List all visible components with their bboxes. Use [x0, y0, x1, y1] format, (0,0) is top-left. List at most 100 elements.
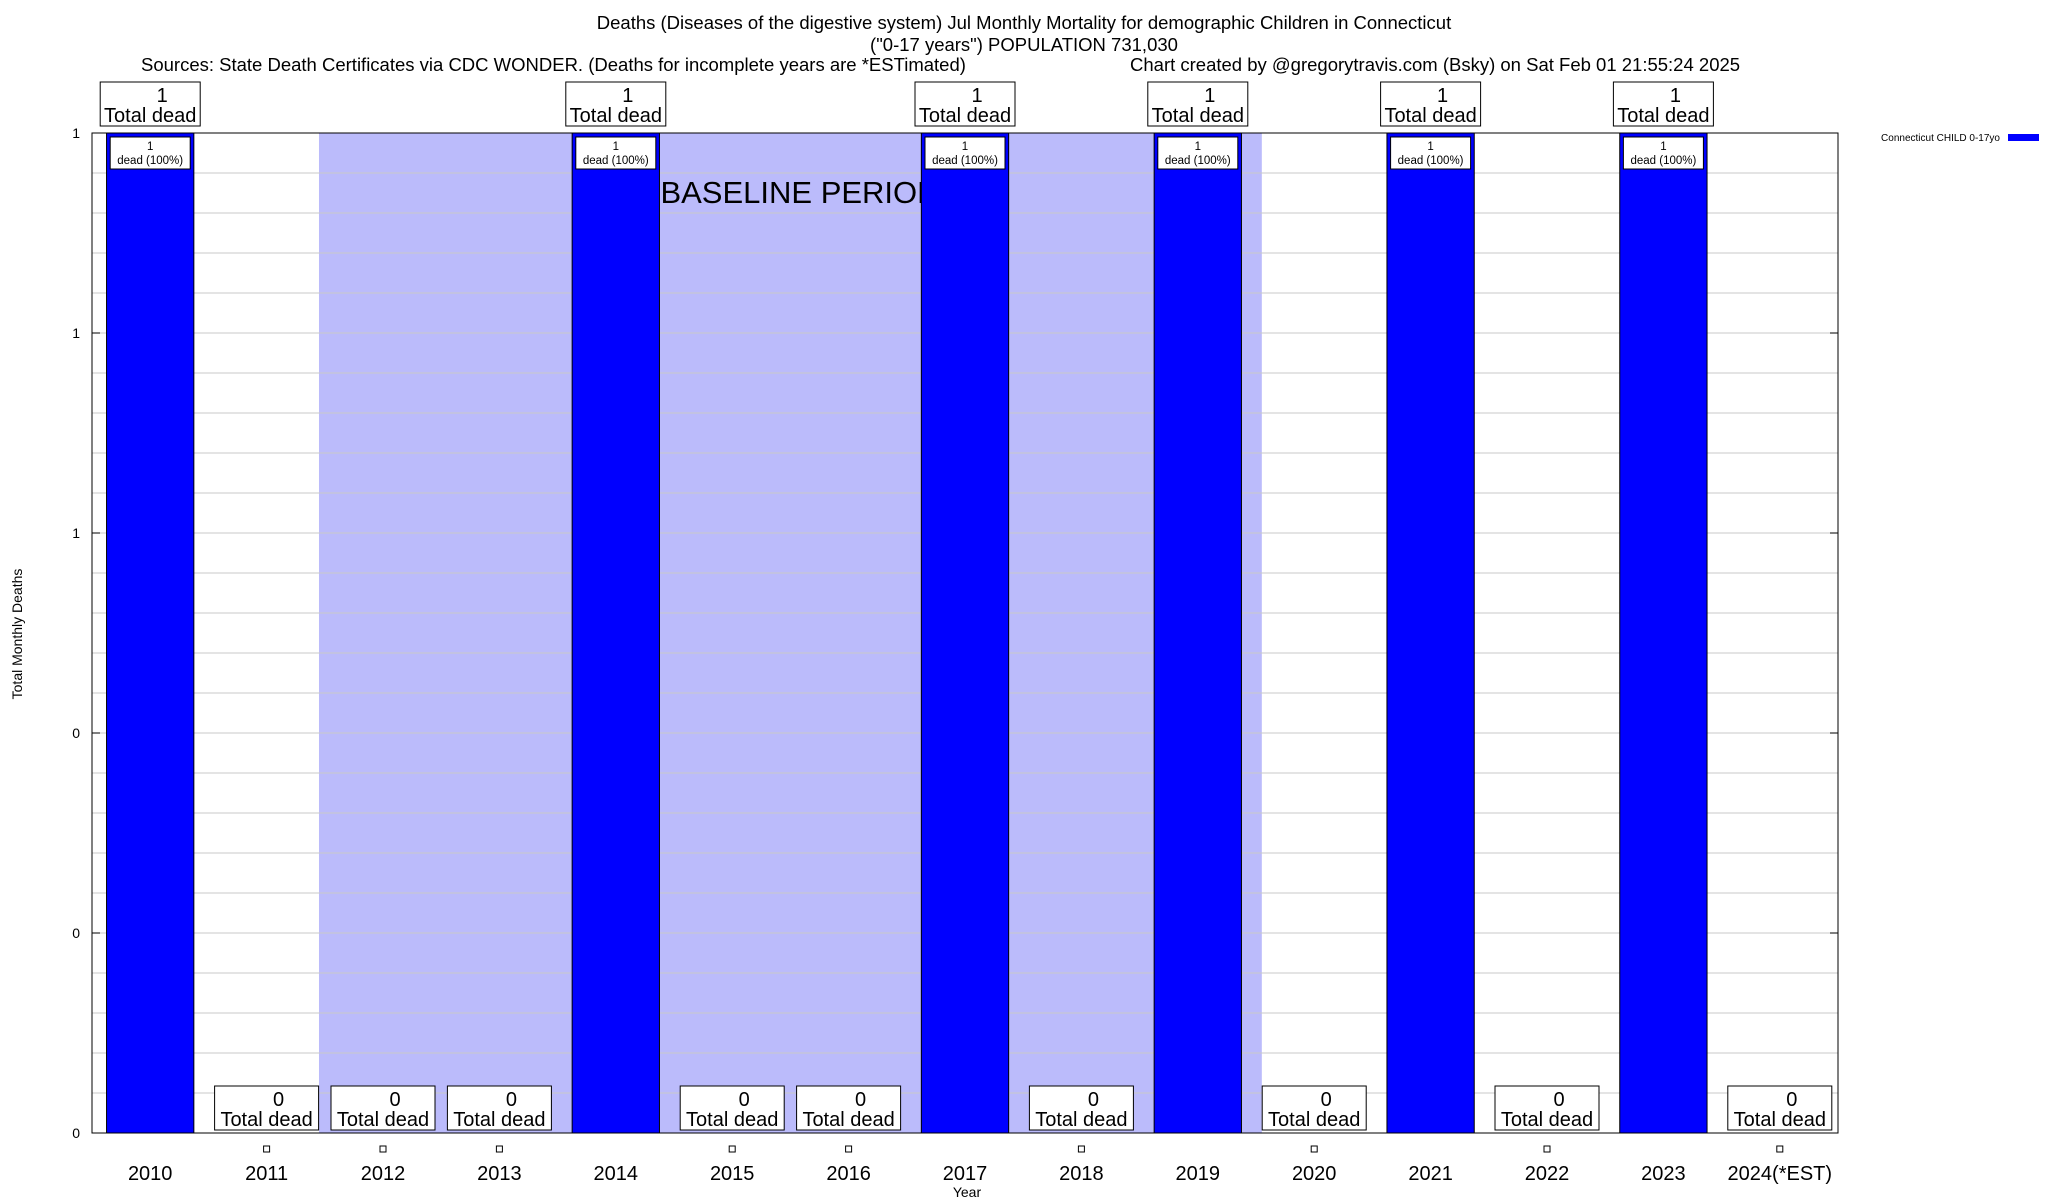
zero-point-marker [845, 1145, 853, 1153]
total-value-label: 0 [389, 1089, 400, 1111]
zero-point-marker [728, 1145, 736, 1153]
total-box [99, 81, 201, 127]
total-caption-label: Total dead [1268, 1109, 1360, 1131]
total-box [1727, 1085, 1833, 1131]
total-value-label: 0 [739, 1089, 750, 1111]
x-tick-label: 2010 [128, 1163, 173, 1185]
total-box [1028, 1085, 1134, 1131]
total-value-label: 0 [506, 1089, 517, 1111]
x-tick-label: 2012 [361, 1163, 406, 1185]
chart-credit: Chart created by @gregorytravis.com (Bsk… [1130, 54, 1741, 75]
bar-caption-label: dead (100%) [583, 155, 649, 167]
total-caption-label: Total dead [1384, 105, 1476, 127]
bar [1619, 132, 1708, 1134]
bar-label-box [1157, 136, 1239, 170]
total-value-label: 1 [1204, 85, 1215, 107]
x-tick-label: 2016 [826, 1163, 871, 1185]
y-tick-label: 1 [72, 525, 80, 541]
total-box [1494, 1085, 1600, 1131]
x-tick-label: 2021 [1408, 1163, 1453, 1185]
bar-caption-label: dead (100%) [1165, 155, 1231, 167]
bar-label-box [1390, 136, 1472, 170]
chart-title-line1: Deaths (Diseases of the digestive system… [596, 12, 1452, 33]
y-tick-label: 1 [72, 325, 80, 341]
total-caption-label: Total dead [1734, 1109, 1826, 1131]
total-caption-label: Total dead [1617, 105, 1709, 127]
total-value-label: 1 [622, 85, 633, 107]
zero-point-marker [495, 1145, 503, 1153]
x-tick-label: 2019 [1176, 1163, 1221, 1185]
total-caption-label: Total dead [802, 1109, 894, 1131]
total-box [1380, 81, 1482, 127]
bar-caption-label: dead (100%) [117, 155, 183, 167]
plot-frame [91, 132, 1839, 1134]
x-tick-label: 2018 [1059, 1163, 1104, 1185]
bar-value-label: 1 [1660, 141, 1666, 153]
bar-label-box [924, 136, 1006, 170]
zero-point-marker [1543, 1145, 1551, 1153]
total-box [1261, 1085, 1367, 1131]
total-box [1147, 81, 1249, 127]
y-tick-label: 0 [72, 725, 80, 741]
bar-caption-label: dead (100%) [1630, 155, 1696, 167]
x-tick-label: 2014 [594, 1163, 639, 1185]
y-axis-label: Total Monthly Deaths [9, 569, 25, 700]
total-caption-label: Total dead [1035, 1109, 1127, 1131]
total-box [914, 81, 1016, 127]
bar-label-box [1622, 136, 1704, 170]
legend-swatch [2008, 134, 2039, 141]
bar-label-box [109, 136, 191, 170]
x-tick-label: 2022 [1525, 1163, 1570, 1185]
zero-point-marker [263, 1145, 271, 1153]
total-caption-label: Total dead [570, 105, 662, 127]
total-caption-label: Total dead [453, 1109, 545, 1131]
total-box [446, 1085, 552, 1131]
total-value-label: 0 [855, 1089, 866, 1111]
total-caption-label: Total dead [919, 105, 1011, 127]
total-caption-label: Total dead [1501, 1109, 1593, 1131]
legend-label: Connecticut CHILD 0-17yo [1881, 133, 2000, 144]
x-tick-label: 2011 [245, 1163, 288, 1185]
baseline-period-band [318, 133, 1262, 1133]
total-value-label: 0 [273, 1089, 284, 1111]
bar-value-label: 1 [613, 141, 619, 153]
bar [571, 132, 660, 1134]
total-caption-label: Total dead [337, 1109, 429, 1131]
bar-value-label: 1 [1195, 141, 1201, 153]
total-caption-label: Total dead [104, 105, 196, 127]
total-value-label: 1 [1437, 85, 1448, 107]
x-tick-label: 2017 [943, 1163, 988, 1185]
total-value-label: 0 [1088, 1089, 1099, 1111]
bar [1153, 132, 1242, 1134]
zero-point-marker [1776, 1145, 1784, 1153]
bar [920, 132, 1010, 1134]
total-box [796, 1085, 902, 1131]
x-tick-label: 2015 [710, 1163, 755, 1185]
bar-value-label: 1 [962, 141, 968, 153]
baseline-period-label: BASELINE PERIOD [660, 175, 939, 210]
total-value-label: 0 [1786, 1089, 1797, 1111]
chart-title-line2: ("0-17 years") POPULATION 731,030 [870, 34, 1178, 55]
x-tick-label: 2013 [477, 1163, 522, 1185]
x-tick-label: 2020 [1292, 1163, 1337, 1185]
total-value-label: 0 [1321, 1089, 1332, 1111]
bar-caption-label: dead (100%) [1398, 155, 1464, 167]
zero-point-marker [1310, 1145, 1318, 1153]
bar-value-label: 1 [147, 141, 153, 153]
bar [106, 132, 195, 1134]
total-value-label: 0 [1553, 1089, 1564, 1111]
y-tick-label: 1 [72, 125, 80, 141]
total-value-label: 1 [1670, 85, 1681, 107]
bar-value-label: 1 [1427, 141, 1433, 153]
total-box [679, 1085, 785, 1131]
zero-point-marker [1077, 1145, 1085, 1153]
chart-sources: Sources: State Death Certificates via CD… [141, 54, 966, 75]
total-value-label: 1 [157, 85, 168, 107]
total-caption-label: Total dead [220, 1109, 312, 1131]
total-value-label: 1 [971, 85, 982, 107]
bar-label-box [575, 136, 657, 170]
total-box [1612, 81, 1714, 127]
total-caption-label: Total dead [686, 1109, 778, 1131]
total-box [565, 81, 667, 127]
